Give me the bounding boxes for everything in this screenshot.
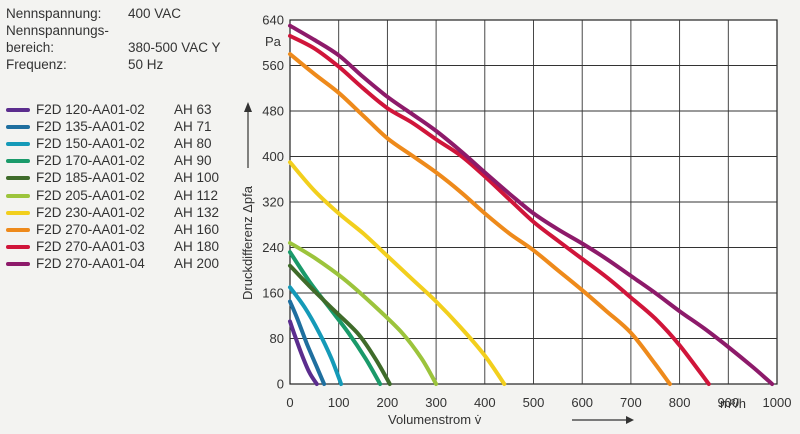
- x-tick-label: 0: [286, 395, 293, 410]
- x-tick-label: 200: [377, 395, 399, 410]
- legend-model-label: F2D 150-AA01-02: [36, 136, 145, 152]
- legend-size-label: AH 160: [174, 221, 220, 237]
- series-line-ah-180: [288, 33, 711, 386]
- y-tick-label: 640: [262, 13, 284, 28]
- x-tick-label: 600: [571, 395, 593, 410]
- x-tick-label: 100: [328, 395, 350, 410]
- legend-size-label: AH 112: [174, 187, 219, 203]
- series-line-ah-71: [288, 299, 327, 386]
- legend-swatch: [6, 193, 30, 198]
- spec-label: Nennspannung:: [6, 6, 102, 21]
- y-tick-label: 560: [262, 58, 284, 73]
- legend-size-label: AH 132: [174, 204, 220, 220]
- spec-label: Nennspannungs-: [6, 23, 109, 38]
- spec-label: Frequenz:: [6, 57, 67, 72]
- y-tick-label: 80: [270, 331, 284, 346]
- legend-swatch: [6, 261, 30, 266]
- legend-size-label: AH 71: [174, 119, 212, 135]
- series-line-ah-112: [288, 240, 439, 386]
- legend-swatch: [6, 176, 30, 181]
- legend-size-label: AH 63: [174, 102, 212, 117]
- legend-model-label: F2D 170-AA01-02: [36, 153, 145, 169]
- legend-model-label: F2D 135-AA01-02: [36, 119, 145, 135]
- legend-size-label: AH 100: [174, 170, 220, 186]
- y-tick-labels: 0 80 160 240 320 400 480 560 640: [262, 13, 284, 392]
- y-tick-label: 480: [262, 104, 284, 119]
- x-tick-label: 300: [425, 395, 447, 410]
- series-line-ah-132: [288, 160, 507, 386]
- legend-swatch: [6, 159, 30, 164]
- y-axis-title: Druckdifferenz Δpfa: [240, 185, 255, 300]
- x-tick-label: 400: [474, 395, 496, 410]
- legend-model-label: F2D 270-AA01-02: [36, 221, 145, 237]
- x-axis-arrow: [572, 416, 634, 424]
- series-line-ah-100: [288, 263, 392, 386]
- legend-swatch: [6, 125, 30, 130]
- x-tick-label: 800: [669, 395, 691, 410]
- x-tick-label: 500: [523, 395, 545, 410]
- legend-swatch: [6, 142, 30, 147]
- spec-value: 50 Hz: [128, 57, 164, 72]
- legend-model-label: F2D 120-AA01-02: [36, 102, 145, 117]
- legend-swatch: [6, 244, 30, 249]
- series-line-ah-200: [288, 23, 775, 386]
- y-tick-label: 160: [262, 286, 284, 301]
- series-group: [288, 23, 775, 386]
- series-line-ah-80: [288, 285, 344, 386]
- legend-size-label: AH 200: [174, 255, 220, 271]
- legend-model-label: F2D 205-AA01-02: [36, 187, 145, 203]
- spec-value: 400 VAC: [128, 6, 182, 21]
- y-tick-label: 320: [262, 195, 284, 210]
- x-tick-labels: 0 100 200 300 400 500 600 700 800 900 1000: [286, 395, 791, 410]
- legend-model-label: F2D 270-AA01-03: [36, 238, 145, 254]
- legend-size-label: AH 90: [174, 153, 212, 169]
- x-axis-title: Volumenstrom v̇: [388, 412, 482, 427]
- y-tick-label: 0: [277, 377, 284, 392]
- x-tick-label: 1000: [763, 395, 792, 410]
- series-line-ah-63: [288, 319, 319, 386]
- legend-swatch: [6, 227, 30, 232]
- x-tick-label: 900: [717, 395, 739, 410]
- legend-swatch: [6, 108, 30, 112]
- legend-model-label: F2D 185-AA01-02: [36, 170, 145, 186]
- legend-swatch: [6, 210, 30, 215]
- spec-label: bereich:: [6, 40, 55, 55]
- series-line-ah-90: [288, 250, 383, 386]
- x-unit-label: m³/h: [720, 396, 746, 411]
- y-tick-label: 400: [262, 149, 284, 164]
- grid: [290, 20, 777, 384]
- spec-value: 380-500 VAC Y: [128, 40, 221, 55]
- legend-size-label: AH 180: [174, 238, 220, 254]
- y-unit-label: Pa: [265, 34, 282, 49]
- y-axis-arrow: [244, 102, 252, 168]
- series-line-ah-160: [288, 52, 672, 386]
- y-tick-label: 240: [262, 240, 284, 255]
- x-tick-label: 700: [620, 395, 642, 410]
- legend-model-label: F2D 270-AA01-04: [36, 255, 145, 271]
- legend-size-label: AH 80: [174, 136, 212, 152]
- legend-model-label: F2D 230-AA01-02: [36, 204, 145, 220]
